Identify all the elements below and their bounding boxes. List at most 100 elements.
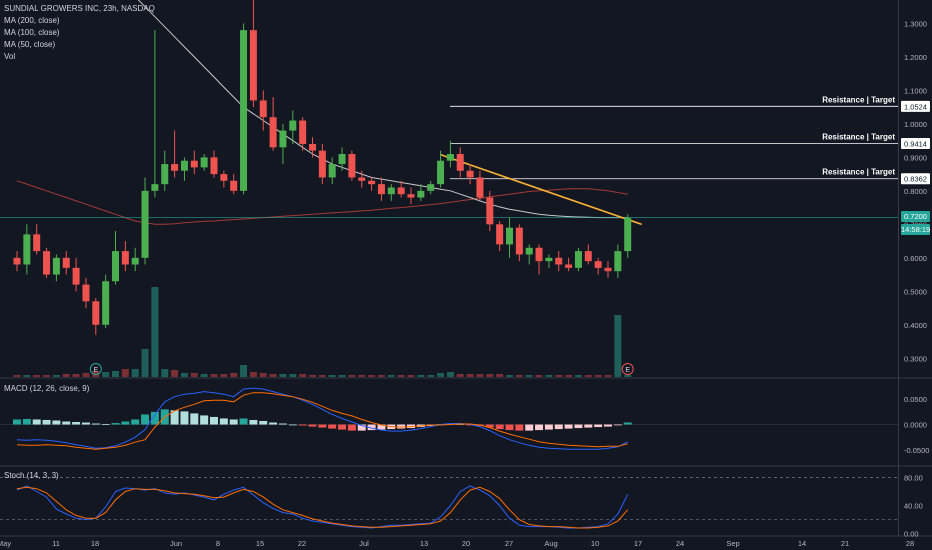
candle-body — [584, 251, 592, 262]
macd-histogram-bar — [72, 422, 81, 425]
candle-body — [427, 184, 435, 191]
candle — [604, 261, 612, 278]
volume-bar — [348, 375, 356, 377]
macd-histogram-bar — [535, 424, 544, 431]
macd-histogram-bar — [190, 413, 199, 425]
macd-histogram-bar — [150, 411, 159, 425]
stoch-title[interactable]: Stoch (14, 3, 3) — [4, 471, 59, 480]
volume-bar — [82, 373, 90, 377]
volume-bar — [318, 375, 326, 377]
candle-body — [240, 30, 248, 191]
candle — [210, 150, 218, 178]
candle — [309, 137, 316, 158]
candle — [506, 217, 513, 258]
candle-body — [220, 174, 228, 181]
macd-histogram-bar — [13, 419, 21, 425]
earnings-marker-circle — [621, 363, 634, 375]
resistance-price-text: 0.9414 — [904, 140, 927, 149]
candle — [446, 140, 454, 168]
volume-bar — [486, 374, 494, 377]
candle — [151, 30, 159, 198]
volume-bar — [151, 287, 159, 377]
macd-histogram-bar — [52, 420, 61, 425]
candle-body — [614, 251, 622, 272]
macd-histogram-bar — [121, 421, 130, 425]
candle-body — [121, 251, 129, 265]
macd-histogram-bar — [200, 415, 209, 425]
price-tick-label: 0.8000 — [904, 187, 927, 196]
candle — [299, 117, 307, 151]
macd-histogram-bar — [564, 424, 573, 429]
price-tick-label: 0.5000 — [904, 287, 927, 296]
volume-bar — [43, 375, 51, 377]
resistance-label: Resistance | Target — [822, 133, 895, 142]
macd-histogram-bar — [259, 420, 268, 425]
price-tick-label: 0.3000 — [904, 354, 927, 363]
candle-body — [594, 261, 602, 268]
macd-histogram-bar — [357, 424, 366, 431]
earnings-marker: E — [621, 363, 634, 375]
candle — [535, 244, 543, 275]
earnings-marker-label: E — [625, 367, 630, 374]
volume-bar — [141, 349, 149, 377]
volume-bar — [446, 372, 454, 377]
countdown-tag: 14:58:19 — [901, 224, 931, 235]
time-tick-label: 21 — [841, 539, 849, 548]
time-tick-label: 28 — [906, 539, 914, 548]
macd-histogram-bar — [81, 422, 90, 425]
macd-histogram-bar — [485, 424, 494, 428]
volume-bar — [555, 375, 563, 377]
candle — [200, 154, 208, 171]
indicator-ma200-label[interactable]: MA (200, close) — [4, 16, 60, 25]
macd-histogram-bar — [338, 424, 347, 430]
volume-bar — [584, 375, 592, 377]
macd-tick-label: 0.0500 — [904, 395, 927, 404]
candle — [121, 241, 129, 272]
price-tick-label: 1.0000 — [904, 120, 927, 129]
candle — [190, 150, 198, 175]
candle — [259, 90, 267, 131]
candle-body — [102, 281, 110, 325]
candle-body — [486, 197, 494, 225]
candle-body — [535, 247, 543, 262]
candle-body — [92, 301, 100, 325]
indicator-ma100-label[interactable]: MA (100, close) — [4, 28, 60, 37]
volume-bar — [289, 374, 297, 377]
ma200-line — [16, 180, 628, 225]
candle — [358, 170, 366, 188]
macd-histogram-bar — [367, 424, 376, 431]
candle — [486, 190, 494, 232]
indicator-ma50-label[interactable]: MA (50, close) — [4, 40, 56, 49]
time-tick-label: Jul — [359, 539, 369, 548]
candle-body — [574, 251, 582, 268]
candle-body — [515, 227, 523, 255]
volume-bar — [269, 374, 277, 377]
resistance-price-text: 0.8362 — [904, 175, 927, 184]
volume-bar — [121, 369, 129, 377]
candle — [377, 177, 385, 201]
macd-histogram-bar — [219, 418, 228, 425]
time-tick-label: 24 — [676, 539, 684, 548]
macd-histogram-bar — [544, 424, 553, 430]
volume-bar — [131, 369, 139, 377]
macd-title[interactable]: MACD (12, 26, close, 9) — [4, 384, 90, 393]
macd-histogram-bar — [278, 423, 287, 425]
volume-bar — [13, 375, 21, 377]
candle — [141, 177, 149, 265]
candle-body — [358, 177, 366, 181]
candle-body — [131, 257, 139, 265]
time-tick-label: Sep — [726, 539, 739, 548]
volume-bar — [171, 370, 179, 377]
candle — [131, 247, 139, 272]
candle-body — [259, 100, 267, 118]
candle — [407, 187, 415, 205]
volume-bar — [52, 375, 60, 377]
time-tick-label: May — [0, 539, 11, 548]
volume-bar — [496, 374, 504, 377]
candle-body — [230, 180, 238, 191]
indicator-volume-label[interactable]: Vol — [4, 52, 16, 61]
volume-bar — [62, 374, 70, 377]
candle — [427, 180, 435, 195]
time-tick-label: 11 — [52, 539, 60, 548]
